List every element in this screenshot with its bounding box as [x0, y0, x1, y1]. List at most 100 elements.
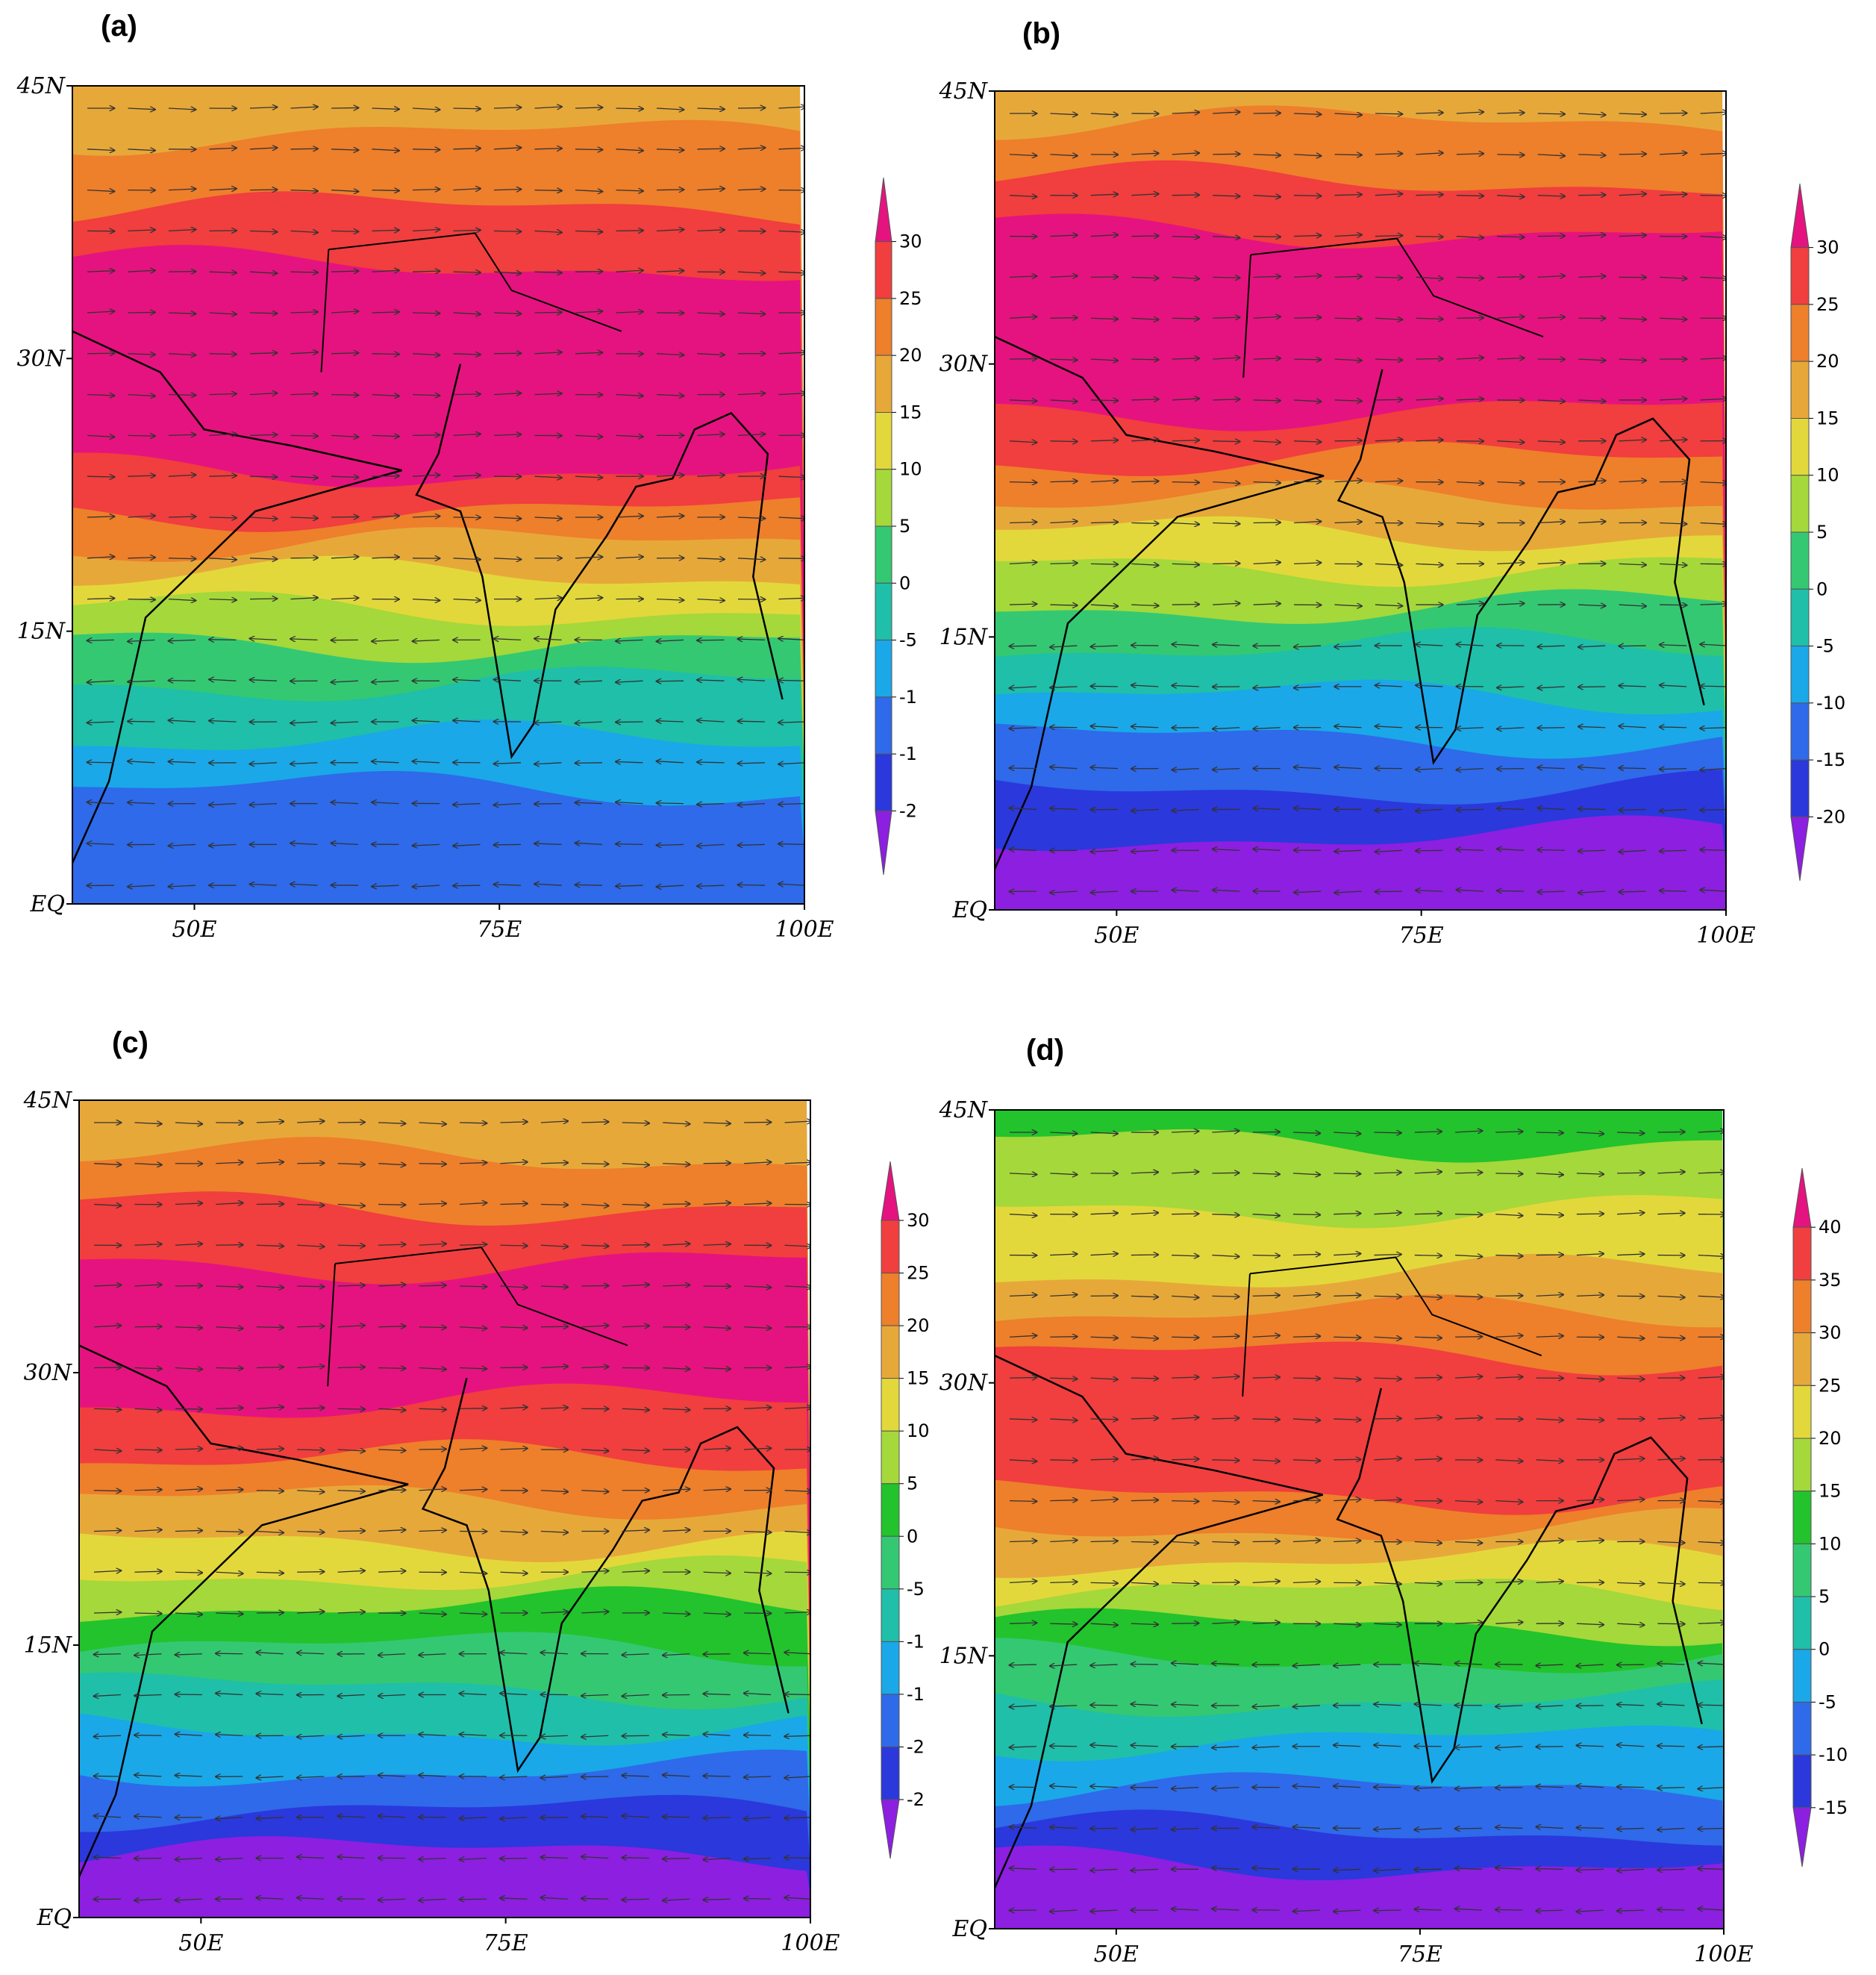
- wind-arrow: [784, 1532, 810, 1533]
- colorbar-label: 20: [1819, 1428, 1842, 1449]
- wind-arrow: [738, 639, 766, 640]
- wind-arrow: [1657, 1623, 1684, 1624]
- wind-arrow: [216, 1859, 243, 1860]
- wind-arrow: [1172, 1582, 1198, 1583]
- wind-arrow: [209, 558, 237, 560]
- wind-arrow: [1619, 768, 1646, 769]
- wind-arrow: [216, 1653, 243, 1654]
- wind-arrow: [175, 1123, 202, 1124]
- wind-arrow: [297, 1245, 324, 1247]
- wind-arrow: [1252, 1255, 1280, 1256]
- wind-arrow: [1131, 1172, 1158, 1173]
- wind-arrow: [372, 761, 399, 763]
- wind-arrow: [256, 1449, 284, 1450]
- wind-arrow: [1538, 849, 1565, 850]
- wind-arrow: [1698, 1376, 1724, 1378]
- y-tick-label: EQ: [37, 1905, 72, 1931]
- wind-arrow: [500, 1203, 527, 1204]
- colorbar-label: -1: [907, 1631, 925, 1652]
- wind-arrow: [1252, 1581, 1280, 1582]
- wind-arrow: [1416, 153, 1442, 155]
- wind-arrow: [1576, 1132, 1604, 1134]
- wind-arrow: [1657, 1542, 1684, 1544]
- wind-arrow: [1576, 1500, 1604, 1501]
- wind-arrow: [697, 230, 725, 231]
- wind-arrow: [378, 1654, 406, 1656]
- wind-arrow: [784, 1286, 810, 1288]
- wind-arrow: [1131, 1500, 1158, 1501]
- wind-arrow: [1455, 1417, 1482, 1419]
- wind-arrow: [1131, 1378, 1158, 1379]
- wind-arrow: [494, 763, 522, 764]
- colorbar-label: 30: [1816, 237, 1839, 258]
- wind-arrow: [209, 517, 237, 518]
- wind-arrow: [331, 843, 359, 845]
- wind-arrow: [1578, 276, 1605, 278]
- wind-arrow: [134, 1613, 161, 1614]
- wind-arrow: [1254, 728, 1281, 729]
- colorbar-label: 0: [1816, 578, 1827, 599]
- wind-arrow: [1213, 645, 1240, 646]
- wind-arrow: [1334, 318, 1362, 319]
- wind-arrow: [575, 435, 602, 437]
- wind-arrow: [1619, 686, 1646, 687]
- wind-arrow: [657, 721, 684, 722]
- wind-arrow: [378, 1285, 405, 1286]
- wind-arrow: [168, 434, 196, 435]
- wind-arrow: [1294, 275, 1321, 277]
- wind-arrow: [494, 804, 522, 805]
- wind-arrow: [291, 763, 318, 764]
- wind-arrow: [704, 1654, 731, 1655]
- wind-arrow: [581, 1285, 608, 1286]
- wind-arrow: [216, 1327, 243, 1329]
- wind-arrow: [1455, 1542, 1482, 1544]
- wind-arrow: [1009, 1295, 1037, 1297]
- colorbar-label: 25: [907, 1263, 930, 1284]
- wind-arrow: [784, 1407, 810, 1408]
- y-tick-label: 30N: [17, 346, 66, 372]
- wind-arrow: [1090, 440, 1118, 441]
- y-tick-label: 45N: [939, 1097, 989, 1123]
- wind-arrow: [87, 353, 114, 354]
- wind-arrow: [779, 638, 804, 640]
- wind-arrow: [297, 1367, 324, 1368]
- wind-arrow: [657, 761, 684, 763]
- wind-arrow: [500, 1122, 527, 1123]
- wind-arrow: [738, 844, 766, 845]
- wind-arrow: [534, 107, 562, 108]
- border: [1242, 1256, 1542, 1397]
- wind-arrow: [134, 1244, 161, 1246]
- wind-arrow: [87, 190, 114, 192]
- wind-arrow: [249, 272, 277, 273]
- wind-arrow: [493, 434, 521, 436]
- wind-arrow: [460, 1899, 487, 1900]
- wind-arrow: [256, 1204, 284, 1205]
- wind-arrow: [656, 229, 684, 231]
- wind-arrow: [534, 352, 562, 354]
- wind-arrow: [93, 1367, 121, 1368]
- wind-arrow: [535, 843, 562, 844]
- wind-arrow: [1576, 1295, 1604, 1297]
- colorbar-segment: [1790, 531, 1810, 590]
- colorbar-label: -10: [1816, 693, 1845, 714]
- wind-arrow: [1334, 522, 1362, 523]
- colorbar-segment: [875, 177, 892, 243]
- colorbar-segment: [1790, 304, 1810, 362]
- wind-arrow: [1050, 113, 1077, 115]
- wind-arrow: [128, 599, 155, 600]
- wind-arrow: [500, 1694, 528, 1695]
- wind-arrow: [1416, 359, 1442, 360]
- wind-arrow: [1131, 440, 1158, 441]
- x-tick-label: 50E: [1094, 923, 1139, 949]
- y-tick-label: EQ: [952, 897, 988, 923]
- wind-arrow: [216, 1162, 243, 1164]
- coastline: [1336, 1388, 1703, 1784]
- wind-arrow: [412, 149, 440, 150]
- wind-arrow: [1660, 890, 1687, 891]
- wind-arrow: [1333, 1295, 1360, 1296]
- wind-arrow: [249, 107, 277, 108]
- wind-arrow: [616, 190, 643, 191]
- wind-arrow: [1455, 1501, 1482, 1503]
- wind-arrow: [540, 1245, 568, 1247]
- colorbar-label: 25: [899, 288, 922, 309]
